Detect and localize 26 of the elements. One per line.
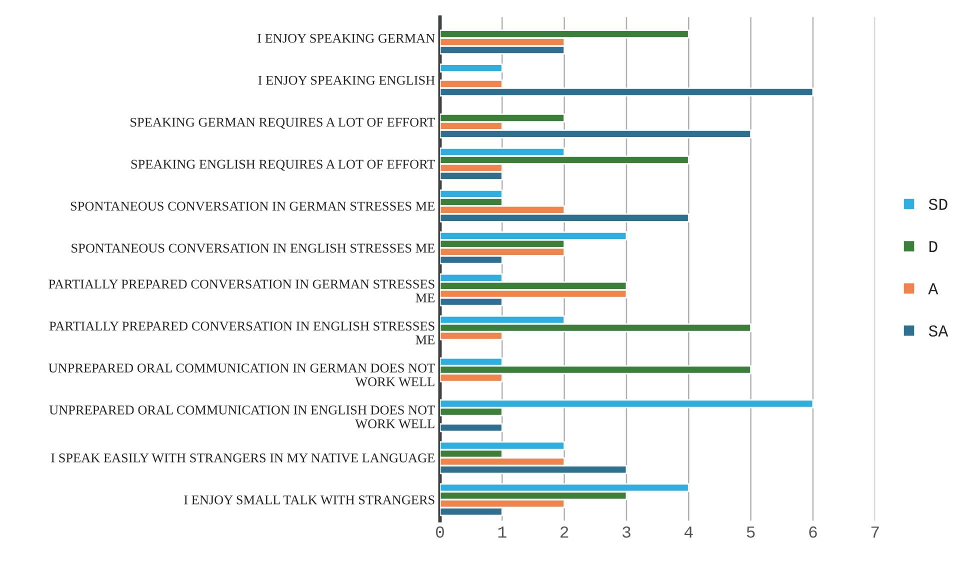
legend-label: SD <box>928 198 948 210</box>
bar <box>440 423 503 432</box>
y-tick-label: I ENJOY SMALL TALK WITH STRANGERS <box>184 495 434 504</box>
x-tick-label: 2 <box>560 526 568 538</box>
y-tick-label: SPONTANEOUS CONVERSATION IN GERMAN STRESSES ME <box>70 202 434 211</box>
x-tick-label: 0 <box>436 526 444 538</box>
y-tick-label: I SPEAK EASILY WITH STRANGERS IN MY NATIVE LANGUAGE <box>51 454 434 462</box>
y-tick-label: I ENJOY SPEAKING GERMAN <box>258 34 435 43</box>
y-tick-label: SPEAKING GERMAN REQUIRES A LOT OF EFFORT <box>130 118 435 129</box>
x-tick-label: 1 <box>498 526 506 538</box>
legend-label: A <box>928 283 938 294</box>
y-tick-label: SPEAKING ENGLISH REQUIRES A LOT OF EFFORT <box>131 160 435 171</box>
y-tick-label: PARTIALLY PREPARED CONVERSATION IN ENGLISH STRESSES ME <box>49 322 434 344</box>
y-tick-label: SPONTANEOUS CONVERSATION IN ENGLISH STRESSES ME <box>72 244 434 253</box>
y-tick-label: UNPREPARED ORAL COMMUNICATION IN GERMAN DOES NOT WORK WELL <box>48 364 435 386</box>
x-tick-label: 7 <box>871 526 879 538</box>
x-tick-label: 5 <box>746 526 755 538</box>
x-tick-label: 4 <box>684 526 693 538</box>
x-tick-label: 6 <box>809 526 817 538</box>
legend-label: D <box>930 241 938 252</box>
y-tick-label: I ENJOY SPEAKING ENGLISH <box>258 76 435 85</box>
legend-label: SA <box>928 325 948 337</box>
y-tick-label: PARTIALLY PREPARED CONVERSATION IN GERMAN STRESSES ME <box>48 280 434 302</box>
y-tick-label: UNPREPARED ORAL COMMUNICATION IN ENGLISH DOES NOT WORK WELL <box>49 406 435 428</box>
x-tick-label: 3 <box>622 526 630 538</box>
bar <box>440 64 503 73</box>
